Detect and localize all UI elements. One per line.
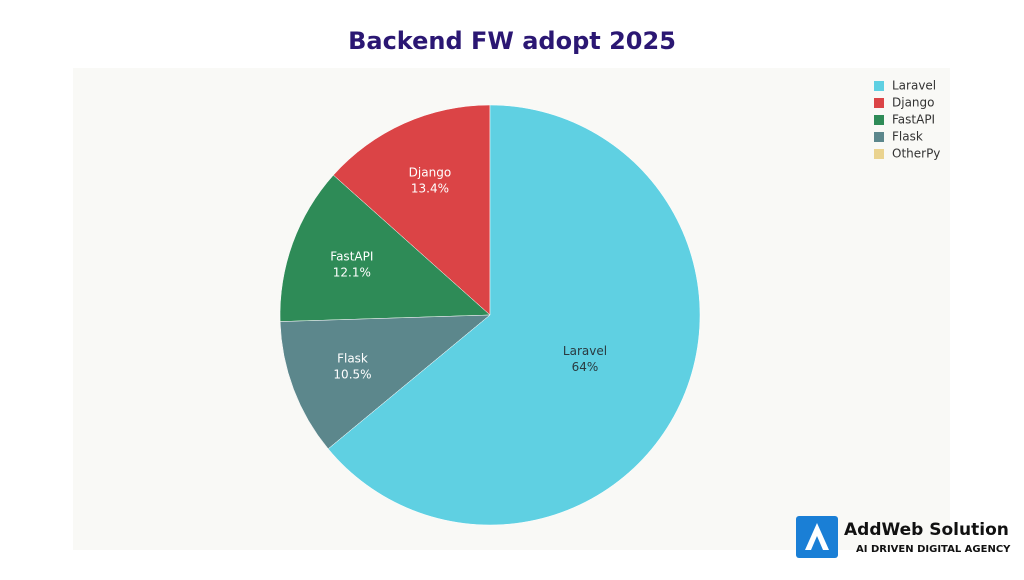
pie-slice [279,314,491,450]
chart-title: Backend FW adopt 2025 [348,27,676,55]
slice-value: 13.4% [411,181,449,195]
pie-slice [327,104,701,526]
slice-value: 64% [572,360,599,374]
legend-label: FastAPI [892,113,935,127]
logo: AddWeb Solution AI DRIVEN DIGITAL AGENCY [796,516,1011,558]
pie-slice [279,174,491,322]
legend-swatch [874,132,884,142]
logo-tagline: AI DRIVEN DIGITAL AGENCY [856,544,1011,555]
legend-label: OtherPy [892,147,940,161]
logo-icon [796,516,838,558]
slice-value: 12.1% [333,265,371,279]
legend-swatch [874,81,884,91]
logo-name: AddWeb Solution [844,520,1009,540]
slice-name: Django [409,165,452,179]
slice-name: FastAPI [330,249,373,263]
pie-slice [332,104,491,316]
legend-swatch [874,98,884,108]
legend-swatch [874,115,884,125]
legend-label: Flask [892,130,923,144]
slice-name: Laravel [563,344,607,358]
slice-value: 10.5% [333,367,371,381]
logo-glyph [805,523,829,550]
slice-name: Flask [337,351,368,365]
legend-swatch [874,149,884,159]
legend-label: Django [892,96,935,110]
legend-label: Laravel [892,79,936,93]
